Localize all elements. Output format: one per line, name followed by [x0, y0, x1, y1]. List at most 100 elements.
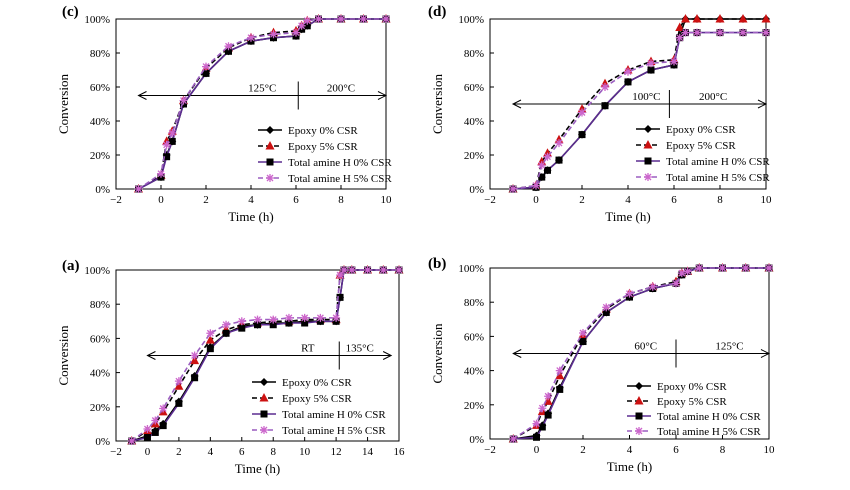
- data-point: [336, 271, 345, 280]
- data-point: [382, 15, 390, 23]
- data-point: [579, 328, 587, 337]
- x-tick-label: 6: [239, 446, 245, 458]
- panel-label: (a): [62, 258, 80, 274]
- data-point: [202, 62, 210, 71]
- data-point: [578, 108, 586, 117]
- data-point: [254, 321, 261, 329]
- data-point: [191, 374, 199, 382]
- y-tick-label: 40%: [90, 368, 110, 380]
- data-point: [337, 15, 345, 23]
- y-tick-label: 20%: [464, 400, 484, 412]
- x-tick-label: 10: [299, 446, 311, 458]
- data-point: [741, 264, 750, 272]
- legend: Epoxy 0% CSR Epoxy 5% CSR Total amine H 0%…: [258, 125, 392, 185]
- x-tick-label: −2: [484, 194, 496, 206]
- y-tick-label: 100%: [84, 14, 110, 26]
- data-point: [544, 166, 551, 174]
- y-tick-label: 0%: [469, 184, 484, 196]
- y-tick-label: 0%: [95, 436, 110, 448]
- data-point: [602, 303, 611, 312]
- arrow-head-left: [512, 349, 522, 358]
- x-tick-label: 6: [293, 194, 299, 206]
- x-tick-label: 14: [362, 446, 374, 458]
- legend-marker: [259, 393, 269, 402]
- legend-label: Total amine H 0% CSR: [282, 409, 386, 421]
- legend-label: Total amine H 5% CSR: [666, 172, 770, 184]
- data-point: [285, 319, 293, 327]
- data-point: [300, 313, 309, 322]
- y-tick-label: 40%: [464, 116, 484, 128]
- data-point: [543, 396, 553, 405]
- data-point: [134, 185, 143, 193]
- x-tick-label: 10: [761, 194, 773, 206]
- data-point: [339, 266, 348, 274]
- legend-marker: [635, 382, 643, 390]
- x-tick-label: 4: [627, 444, 633, 456]
- x-axis-title: Time (h): [235, 461, 280, 476]
- y-tick-label: 40%: [464, 366, 484, 378]
- data-point: [647, 59, 655, 68]
- data-point: [395, 266, 403, 274]
- data-point: [168, 137, 176, 145]
- data-point: [238, 324, 246, 332]
- data-point: [297, 21, 306, 30]
- data-point: [683, 267, 692, 276]
- legend-marker: [266, 126, 274, 134]
- data-point: [247, 33, 255, 42]
- data-point: [543, 152, 552, 161]
- y-tick-label: 0%: [95, 184, 110, 196]
- y-tick-label: 20%: [464, 150, 484, 162]
- x-tick-label: 0: [533, 194, 539, 206]
- panel-label: (c): [62, 4, 79, 20]
- data-point: [151, 416, 160, 425]
- x-tick-label: 6: [673, 444, 679, 456]
- data-point: [179, 96, 188, 105]
- data-point: [677, 269, 686, 278]
- data-point: [555, 156, 563, 164]
- stage1-temperature: 60°C: [634, 341, 657, 353]
- series-3: [127, 266, 403, 445]
- legend-marker: [635, 427, 643, 435]
- x-tick-label: 0: [534, 444, 540, 456]
- legend-label: Total amine H 5% CSR: [657, 426, 761, 438]
- data-point: [225, 47, 232, 55]
- x-tick-label: −2: [110, 194, 122, 206]
- data-point: [544, 392, 553, 401]
- data-point: [738, 14, 748, 23]
- y-tick-label: 40%: [90, 116, 110, 128]
- data-point: [162, 140, 171, 149]
- x-tick-label: 8: [720, 444, 726, 456]
- data-point: [143, 425, 152, 434]
- legend-label: Epoxy 0% CSR: [666, 124, 736, 136]
- series-line: [138, 18, 386, 190]
- chart-panel-b: 0% 20% 40% 60% 80% 100% −2 0 2 4 6 8 10 Time (h) Conve…: [428, 256, 775, 474]
- legend-marker: [260, 378, 268, 386]
- data-point: [532, 419, 541, 428]
- data-point: [301, 319, 309, 327]
- y-tick-label: 80%: [90, 299, 110, 311]
- legend-label: Total amine H 0% CSR: [657, 411, 761, 423]
- data-point: [314, 15, 323, 23]
- data-point: [675, 22, 685, 31]
- legend-label: Total amine H 5% CSR: [282, 425, 386, 437]
- data-point: [190, 355, 200, 365]
- y-tick-label: 80%: [464, 48, 484, 60]
- y-tick-label: 100%: [458, 263, 484, 275]
- stage1-temperature: RT: [301, 343, 315, 355]
- data-point: [159, 404, 168, 413]
- data-point: [359, 15, 368, 23]
- y-axis-title: Conversion: [56, 325, 71, 385]
- arrow-head-left: [137, 91, 147, 100]
- x-tick-label: 10: [764, 444, 776, 456]
- legend-label: Total amine H 5% CSR: [288, 173, 392, 185]
- data-point: [175, 399, 183, 407]
- panel-label: (b): [428, 256, 446, 272]
- data-point: [716, 28, 724, 37]
- series-line: [512, 18, 766, 190]
- data-point: [174, 381, 184, 390]
- legend-label: Epoxy 5% CSR: [282, 393, 352, 405]
- x-tick-label: 2: [579, 194, 585, 206]
- arrow-head-left: [511, 99, 522, 109]
- data-point: [555, 370, 565, 380]
